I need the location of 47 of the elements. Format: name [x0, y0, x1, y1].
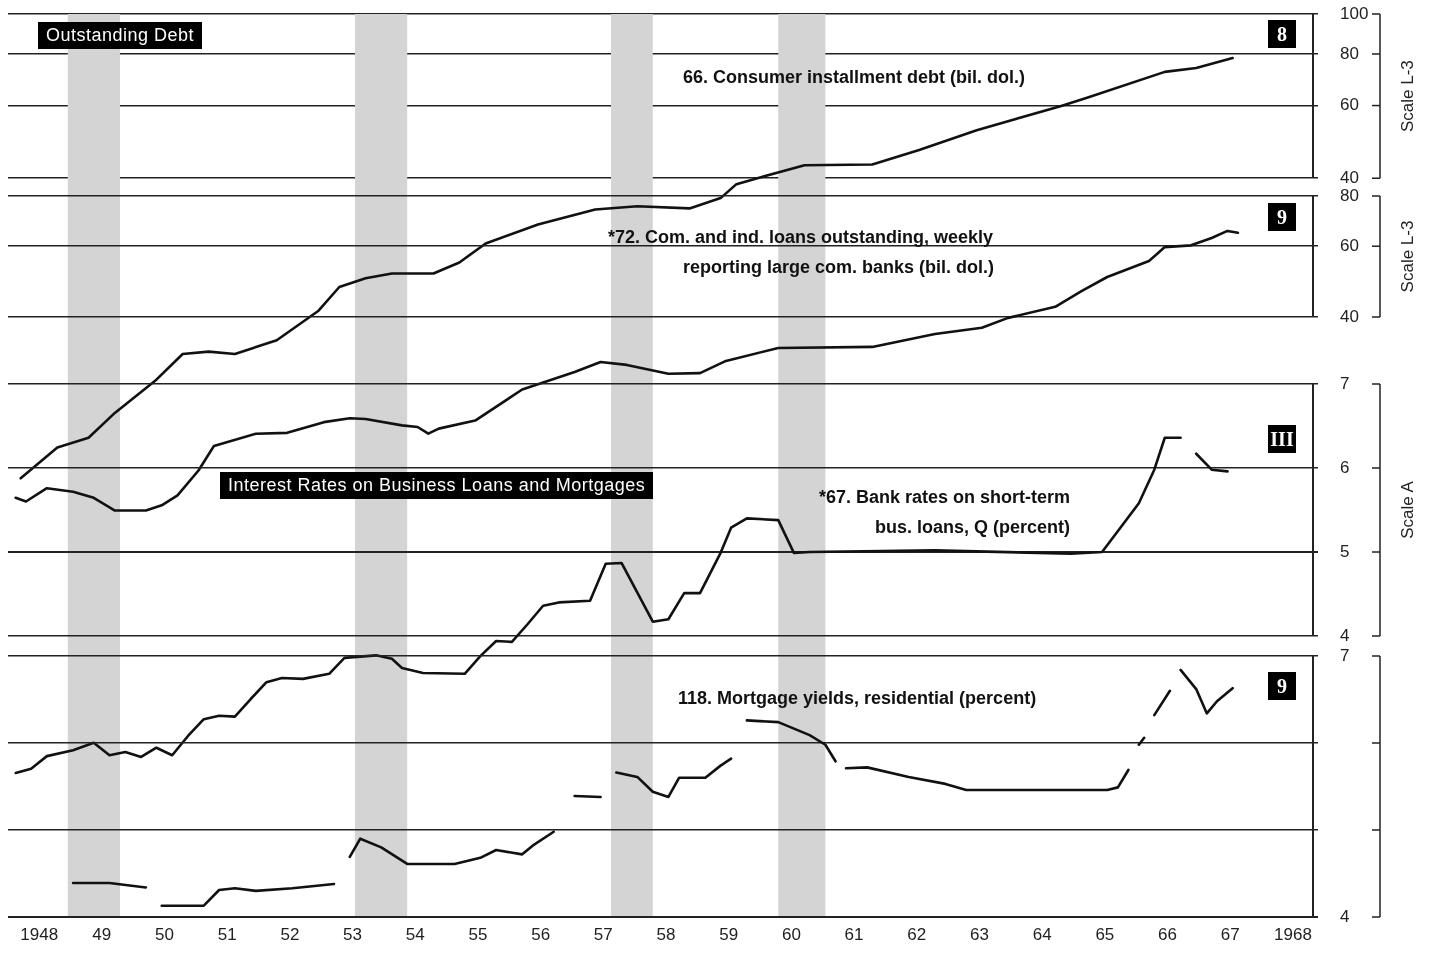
x-tick-label: 1968 — [1274, 924, 1312, 944]
text: Interest Rates on Business Loans and Mortgages — [220, 472, 654, 499]
y-tick-label: 7 — [1340, 645, 1350, 665]
x-tick-label: 61 — [844, 924, 864, 944]
text: 118. Mortgage yields, residential (percent) — [678, 687, 1038, 710]
y-axis-title: Scale L-3 — [1397, 60, 1417, 133]
annotation: 8 — [1268, 20, 1296, 48]
series-label: 66. Consumer installment debt (bil. dol.) — [683, 66, 1027, 89]
y-tick-label: 7 — [1340, 373, 1350, 393]
annotation: 9 — [1268, 672, 1296, 700]
y-tick-label: 5 — [1340, 541, 1350, 561]
y-tick-label: 40 — [1340, 167, 1359, 187]
x-tick-label: 55 — [468, 924, 488, 944]
x-tick-label: 64 — [1032, 924, 1052, 944]
x-tick-label: 50 — [155, 924, 174, 944]
x-tick-label: 62 — [907, 924, 927, 944]
x-tick-label: 63 — [969, 924, 989, 944]
text: Outstanding Debt — [38, 22, 203, 49]
x-tick-label: 66 — [1158, 924, 1177, 944]
x-tick-label: 60 — [782, 924, 801, 944]
x-tick-label: 59 — [719, 924, 739, 944]
x-tick-label: 67 — [1220, 924, 1240, 944]
x-tick-label: 56 — [531, 924, 551, 944]
text: *72. Com. and ind. loans outstanding, weekly reporting large com. banks (bil. dol.) — [608, 226, 996, 279]
y-axis-title: Scale L-3 — [1397, 220, 1417, 293]
x-tick-label: 49 — [92, 924, 112, 944]
y-axis-title: Scale A — [1397, 480, 1417, 539]
y-tick-label: 4 — [1340, 906, 1350, 926]
x-tick-label: 65 — [1095, 924, 1115, 944]
y-tick-label: 60 — [1340, 95, 1359, 115]
annotation: 9 — [1268, 203, 1296, 231]
y-tick-label: 80 — [1340, 185, 1359, 205]
x-tick-label: 51 — [217, 924, 237, 944]
x-tick-label: 53 — [343, 924, 362, 944]
annotation: III — [1268, 425, 1296, 453]
x-tick-label: 54 — [405, 924, 425, 944]
y-tick-label: 40 — [1340, 306, 1359, 326]
y-tick-label: 6 — [1340, 457, 1350, 477]
y-tick-label: 4 — [1340, 625, 1350, 645]
x-tick-label: 57 — [593, 924, 613, 944]
series-label: *67. Bank rates on short-term bus. loans, Q (percent) — [817, 486, 1070, 539]
x-tick-label: 1948 — [20, 924, 59, 944]
x-tick-label: 52 — [280, 924, 300, 944]
y-tick-label: 100 — [1340, 3, 1369, 23]
x-tick-label: 58 — [656, 924, 676, 944]
y-tick-label: 60 — [1340, 235, 1359, 255]
y-tick-label: 80 — [1340, 43, 1359, 63]
